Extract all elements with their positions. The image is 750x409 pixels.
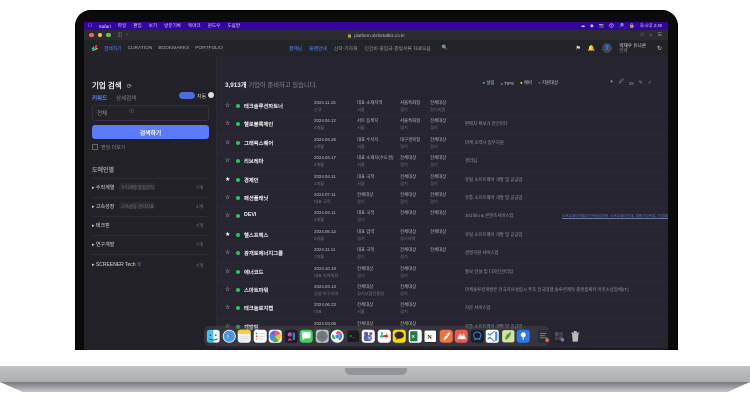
svg-text:N: N bbox=[427, 335, 432, 341]
svg-text:>_: >_ bbox=[349, 333, 355, 339]
svg-text:T: T bbox=[368, 336, 370, 340]
